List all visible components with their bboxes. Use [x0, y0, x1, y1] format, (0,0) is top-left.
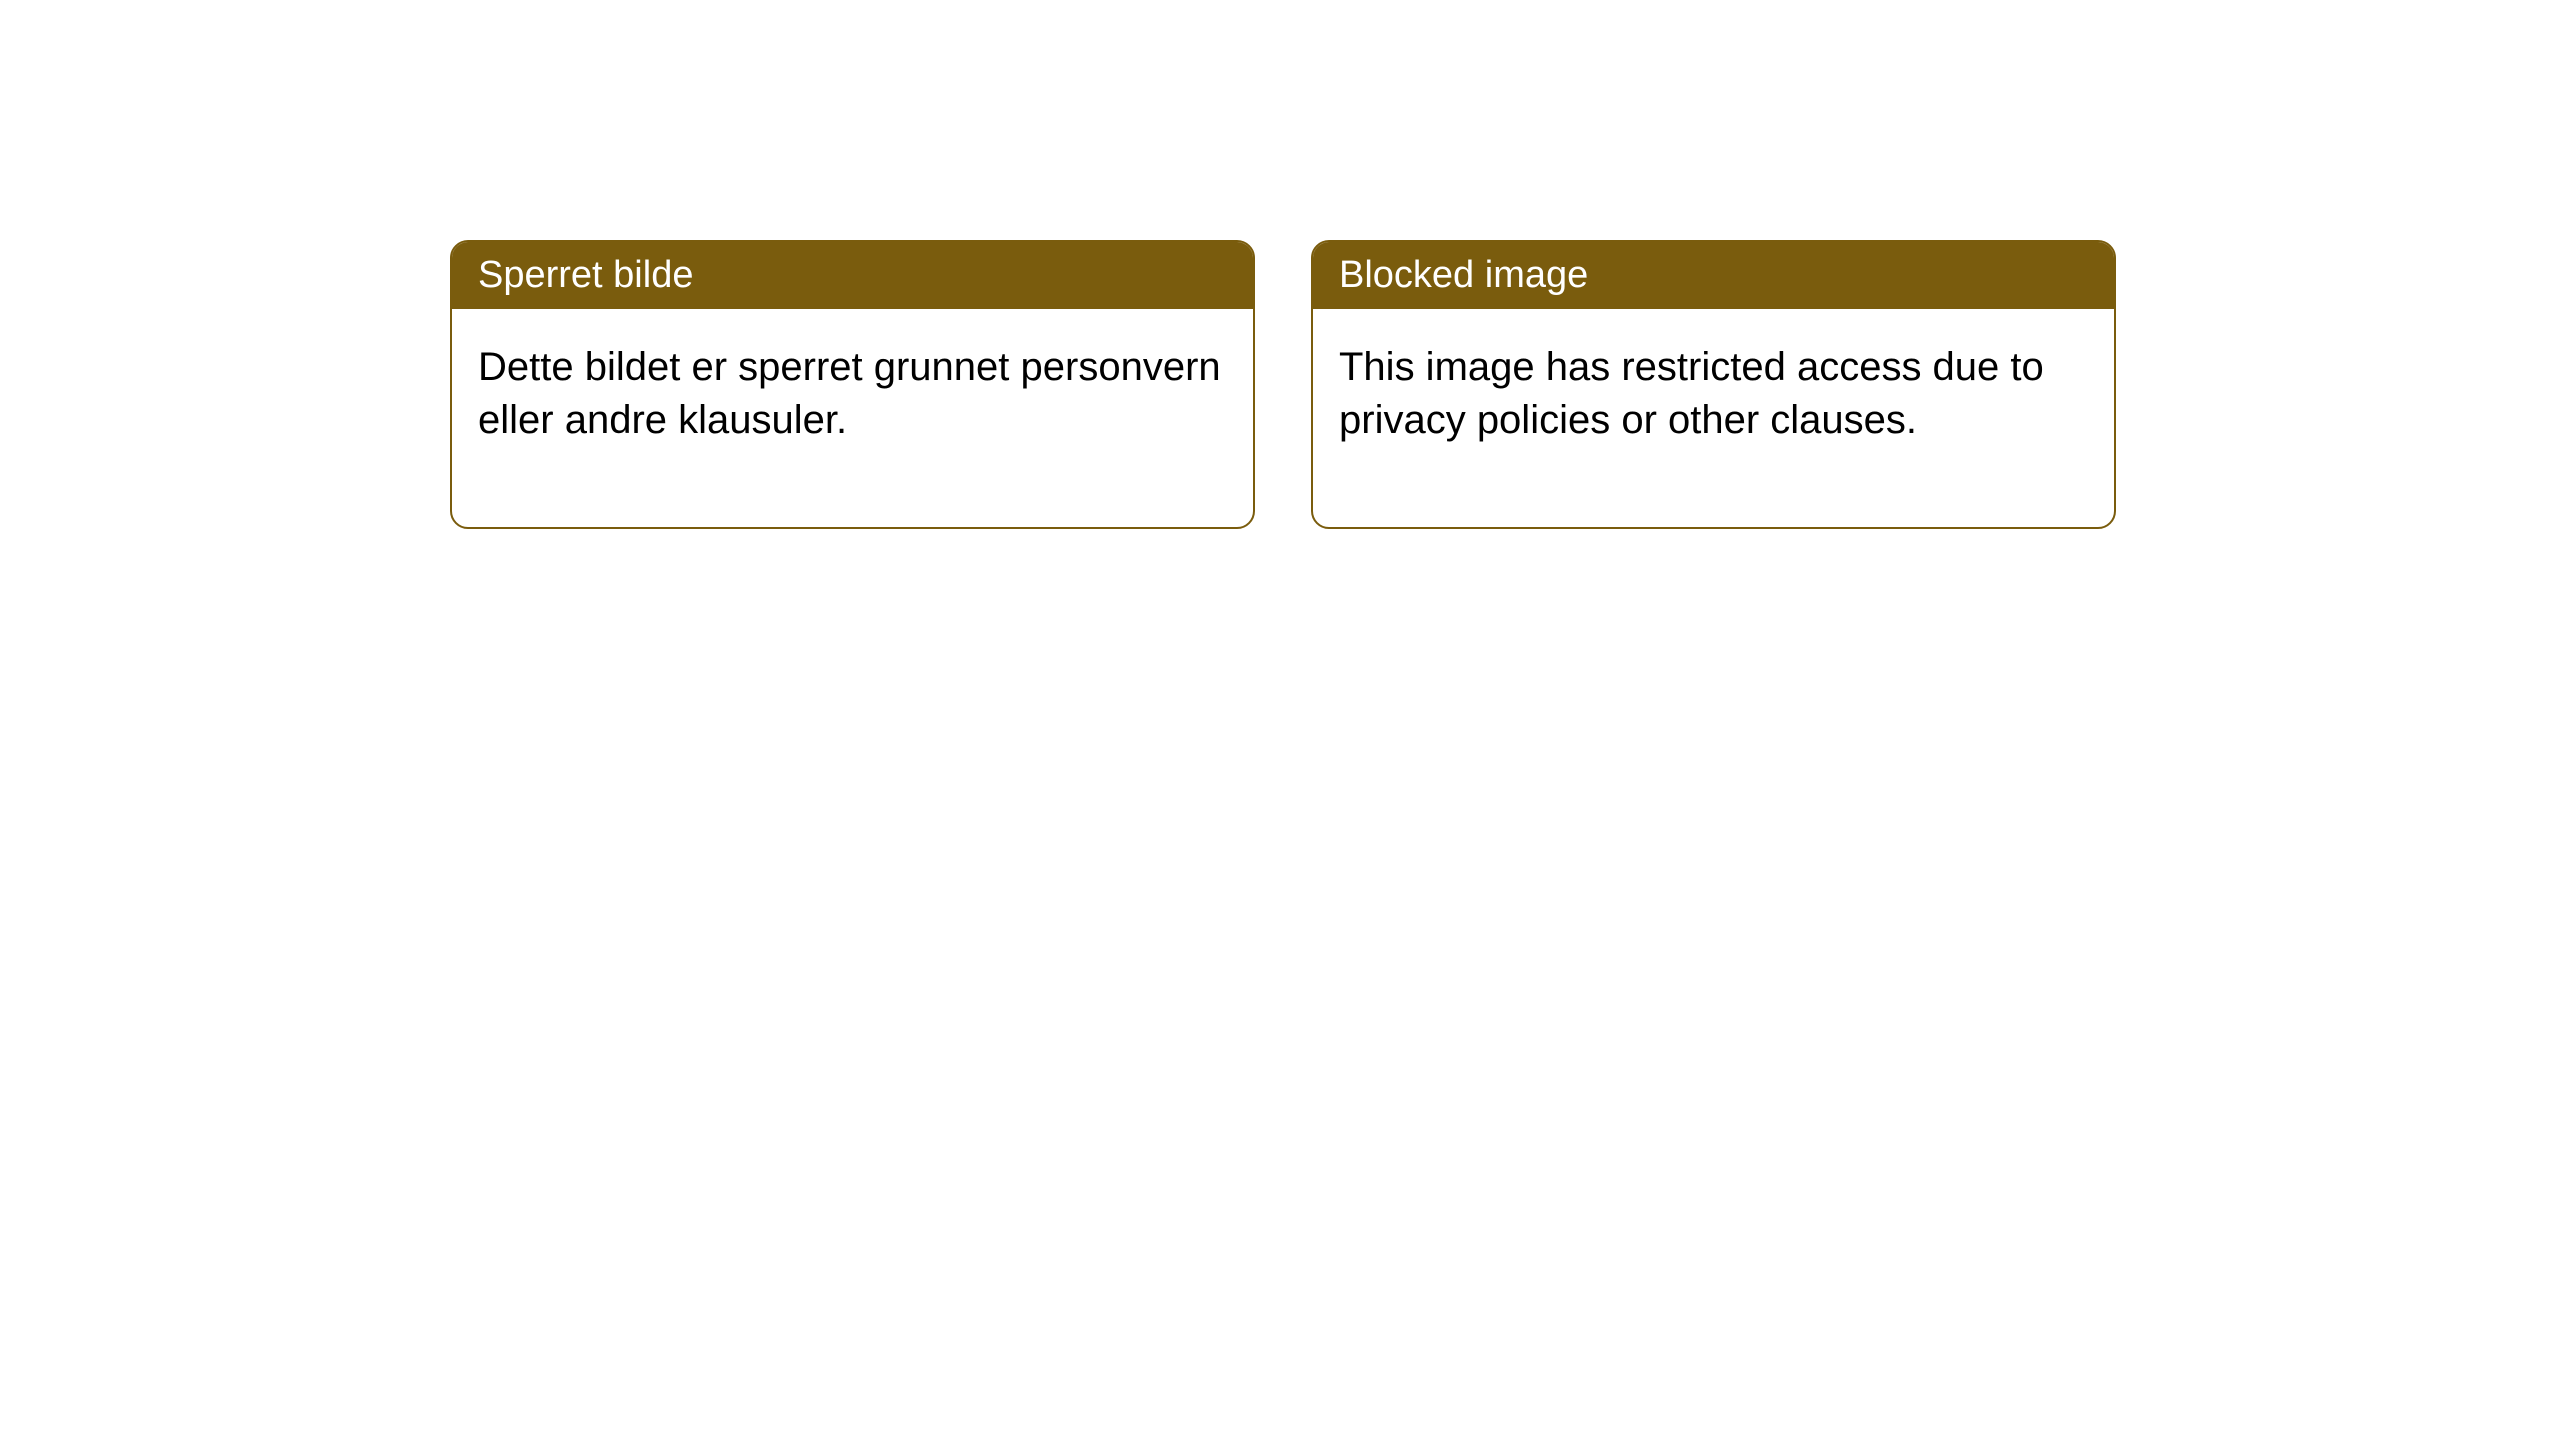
card-body-text: Dette bildet er sperret grunnet personve… [478, 345, 1221, 442]
blocked-image-card-en: Blocked image This image has restricted … [1311, 240, 2116, 529]
blocked-image-card-no: Sperret bilde Dette bildet er sperret gr… [450, 240, 1255, 529]
card-body: Dette bildet er sperret grunnet personve… [452, 309, 1253, 527]
card-container: Sperret bilde Dette bildet er sperret gr… [0, 0, 2560, 529]
card-title: Sperret bilde [478, 254, 693, 296]
card-body: This image has restricted access due to … [1313, 309, 2114, 527]
card-header: Sperret bilde [452, 242, 1253, 309]
card-title: Blocked image [1339, 254, 1588, 296]
card-header: Blocked image [1313, 242, 2114, 309]
card-body-text: This image has restricted access due to … [1339, 345, 2044, 442]
